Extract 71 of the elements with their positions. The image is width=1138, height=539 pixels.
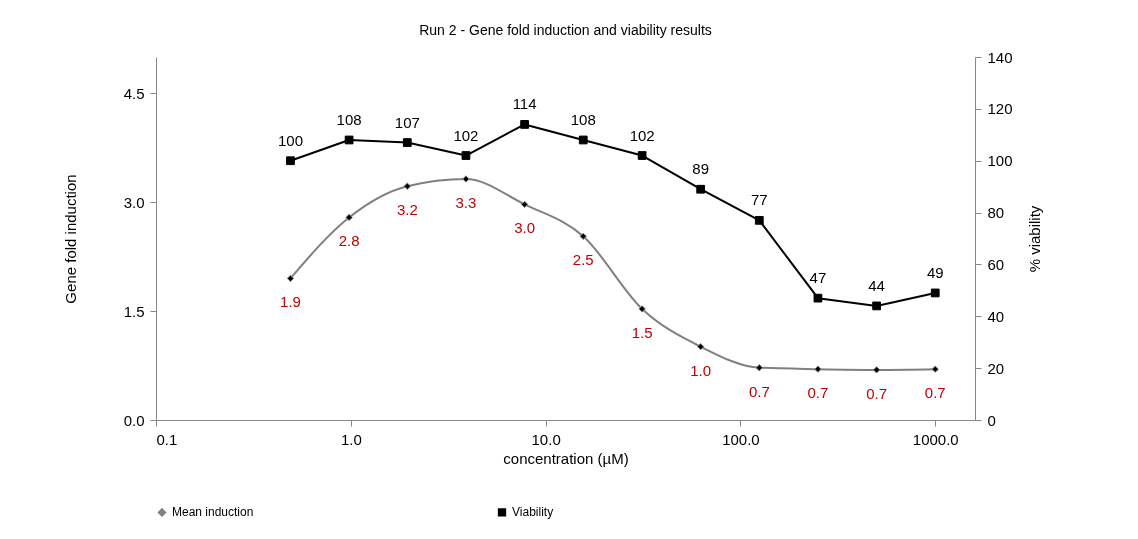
y2-tick-label: 40 (987, 307, 1005, 325)
y2-tick-label: 20 (987, 359, 1005, 377)
data-label: 47 (809, 269, 827, 287)
y2-tick-label: 120 (987, 100, 1013, 118)
data-label: 102 (453, 126, 479, 144)
y-tick-label: 1.5 (123, 302, 145, 320)
data-label: 77 (750, 191, 768, 209)
point (754, 215, 764, 225)
data-label: 3.2 (396, 201, 418, 219)
x-tick-label: 1000.0 (912, 430, 959, 448)
y2-tick-label: 80 (987, 204, 1005, 222)
point (637, 151, 647, 160)
point (930, 288, 940, 298)
data-label: 114 (512, 95, 537, 113)
data-label: 0.7 (807, 384, 829, 402)
data-label: 1.9 (280, 293, 301, 311)
data-label: 3.0 (514, 219, 536, 237)
point (462, 175, 470, 183)
y-tick-label: 3.0 (123, 193, 145, 211)
legend-label: Viability (512, 505, 554, 520)
data-label: 107 (394, 113, 420, 131)
data-label: 108 (570, 110, 596, 128)
point (578, 135, 588, 145)
point (345, 213, 353, 222)
y2-tick-label: 60 (987, 255, 1005, 273)
x-tick-label: 1.0 (340, 430, 362, 448)
point (403, 182, 411, 190)
point (697, 343, 705, 351)
data-label: 1.0 (690, 361, 712, 379)
point (755, 364, 763, 372)
point (344, 135, 354, 145)
point (813, 293, 823, 303)
point (579, 232, 587, 240)
data-label: 44 (868, 276, 885, 294)
y-axis-title: Gene fold induction (61, 174, 79, 304)
chart-title: Run 2 - Gene fold induction and viability results (419, 22, 712, 38)
point (872, 366, 881, 374)
y2-tick-label: 140 (987, 48, 1013, 66)
data-label: 1.5 (631, 323, 653, 341)
data-label: 102 (629, 126, 655, 144)
point (286, 274, 295, 283)
x-tick-label: 10.0 (531, 430, 561, 448)
data-label: 0.7 (748, 382, 770, 400)
y-tick-label: 0.0 (123, 411, 145, 429)
y2-tick-label: 0 (987, 411, 996, 429)
x-axis-title: concentration (µM) (503, 449, 629, 467)
legend-label: Mean induction (172, 505, 254, 520)
point (520, 120, 529, 129)
point (872, 301, 881, 311)
data-label: 89 (692, 160, 710, 178)
point (814, 365, 822, 373)
data-label: 3.3 (455, 193, 477, 211)
data-label: 49 (926, 263, 944, 281)
x-tick-label: 100.0 (722, 430, 760, 448)
y2-tick-label: 100 (987, 152, 1013, 170)
point (461, 151, 471, 160)
y2-axis-title: % viability (1025, 205, 1043, 273)
data-label: 108 (336, 110, 362, 128)
point (520, 200, 529, 209)
point (638, 305, 646, 313)
y-tick-label: 4.5 (123, 84, 145, 102)
point (286, 156, 295, 166)
data-label: 2.8 (338, 232, 360, 250)
data-label: 100 (277, 131, 303, 149)
data-label: 2.5 (572, 251, 594, 269)
data-label: 0.7 (924, 384, 946, 402)
point (402, 138, 412, 147)
data-label: 0.7 (866, 384, 888, 402)
point (931, 365, 939, 373)
x-tick-label: 0.1 (156, 430, 178, 448)
point (696, 184, 706, 194)
